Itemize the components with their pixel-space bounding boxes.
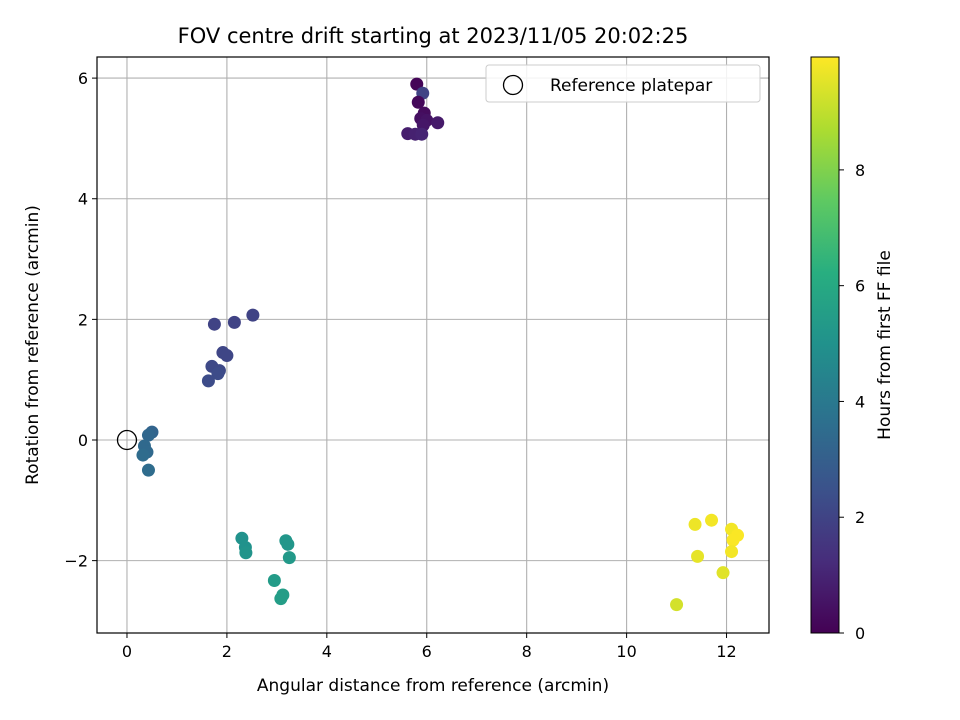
data-point (136, 448, 150, 462)
data-point (726, 533, 740, 547)
reference-marker (116, 429, 138, 451)
data-point (207, 317, 221, 331)
plot-frame (96, 56, 770, 634)
colorbar-ticks: 0 2 4 6 8 (839, 161, 865, 643)
data-point (282, 551, 296, 565)
legend-box: Reference platepar (485, 64, 761, 103)
x-tick-label: 2 (222, 642, 232, 661)
data-point (141, 463, 155, 477)
data-point (670, 598, 684, 612)
x-tick-label: 12 (716, 642, 736, 661)
colorbar-tick-label: 0 (855, 624, 865, 643)
data-point (716, 566, 730, 580)
data-point (411, 95, 425, 109)
data-point (227, 315, 241, 329)
y-tick-label: 6 (78, 69, 88, 88)
y-tick-label: 4 (78, 190, 88, 209)
data-point (705, 513, 719, 527)
y-axis-title: Rotation from reference (arcmin) (23, 205, 43, 485)
x-tick-label: 0 (122, 642, 132, 661)
data-point (274, 592, 288, 606)
data-point (688, 517, 702, 531)
colorbar-tick-label: 8 (855, 161, 865, 180)
data-point (281, 537, 295, 551)
data-point (267, 574, 281, 588)
grid-lines (97, 57, 769, 633)
data-point (239, 546, 253, 560)
data-point (691, 549, 705, 563)
legend-reference-marker (502, 74, 524, 96)
data-point (431, 116, 445, 130)
data-point (141, 428, 155, 442)
reference-point-marker (116, 429, 138, 451)
x-tick-label: 4 (322, 642, 332, 661)
data-point (220, 349, 234, 363)
y-tick-label: −2 (64, 552, 88, 571)
legend-label: Reference platepar (550, 76, 712, 96)
x-tick-label: 6 (422, 642, 432, 661)
colorbar-frame (810, 56, 840, 634)
plot-area (97, 57, 769, 633)
colorbar (811, 57, 839, 633)
data-point (201, 374, 215, 388)
y-tick-label: 2 (78, 310, 88, 329)
colorbar-tick-label: 6 (855, 277, 865, 296)
x-tick-label: 8 (522, 642, 532, 661)
data-point (415, 127, 429, 141)
x-axis-ticks: 0 2 4 6 8 10 12 (122, 633, 737, 661)
colorbar-title: Hours from first FF file (875, 250, 895, 440)
y-tick-label: 0 (78, 431, 88, 450)
data-point (725, 545, 739, 559)
colorbar-tick-label: 4 (855, 392, 865, 411)
colorbar-tick-label: 2 (855, 508, 865, 527)
data-point (211, 367, 225, 381)
y-axis-ticks: −2 0 2 4 6 (64, 69, 97, 571)
data-point (246, 308, 260, 322)
chart-title: FOV centre drift starting at 2023/11/05 … (178, 24, 689, 48)
x-tick-label: 10 (616, 642, 636, 661)
data-points (136, 77, 745, 612)
x-axis-title: Angular distance from reference (arcmin) (257, 676, 609, 696)
